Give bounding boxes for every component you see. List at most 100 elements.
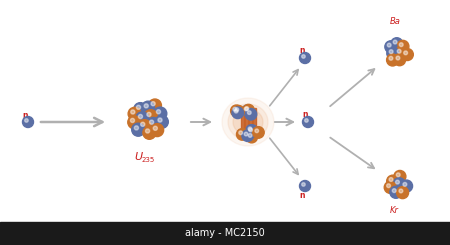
Circle shape <box>300 52 310 63</box>
Text: n: n <box>299 46 305 54</box>
Circle shape <box>232 107 243 119</box>
Circle shape <box>149 120 153 124</box>
Text: alamy - MC2150: alamy - MC2150 <box>185 228 265 238</box>
Circle shape <box>387 175 399 187</box>
Circle shape <box>394 54 405 66</box>
Circle shape <box>237 129 248 140</box>
Circle shape <box>138 114 143 119</box>
Circle shape <box>25 119 28 122</box>
Circle shape <box>154 107 167 120</box>
Bar <box>0 222 450 245</box>
Circle shape <box>396 173 400 177</box>
Circle shape <box>305 119 308 122</box>
Text: 235: 235 <box>142 157 155 163</box>
Circle shape <box>397 40 409 52</box>
Circle shape <box>401 49 413 61</box>
Circle shape <box>246 131 257 143</box>
Text: n: n <box>22 110 28 120</box>
Circle shape <box>245 107 249 110</box>
Circle shape <box>387 184 391 188</box>
Circle shape <box>302 55 305 58</box>
Circle shape <box>403 183 407 186</box>
Circle shape <box>302 117 314 127</box>
Circle shape <box>399 43 403 47</box>
Circle shape <box>230 105 242 117</box>
Bar <box>245 108 248 136</box>
Ellipse shape <box>233 109 263 135</box>
Circle shape <box>384 181 396 193</box>
Circle shape <box>302 183 305 186</box>
Circle shape <box>153 126 158 130</box>
Circle shape <box>255 129 259 133</box>
Circle shape <box>157 110 161 114</box>
Circle shape <box>385 41 397 53</box>
Circle shape <box>141 122 145 126</box>
Circle shape <box>151 123 164 137</box>
Circle shape <box>248 134 252 137</box>
Circle shape <box>300 181 310 192</box>
Circle shape <box>389 50 393 54</box>
Circle shape <box>239 131 243 135</box>
Circle shape <box>391 38 403 50</box>
Circle shape <box>395 47 407 59</box>
Circle shape <box>145 129 150 133</box>
Circle shape <box>244 132 248 136</box>
Circle shape <box>394 171 406 183</box>
Circle shape <box>252 127 264 138</box>
Circle shape <box>393 40 397 44</box>
Circle shape <box>245 109 256 120</box>
Circle shape <box>399 189 403 193</box>
Circle shape <box>393 178 405 190</box>
Circle shape <box>158 118 162 122</box>
Text: U: U <box>134 152 142 162</box>
Bar <box>249 108 252 136</box>
Circle shape <box>233 105 244 117</box>
Circle shape <box>242 130 253 141</box>
Circle shape <box>130 118 135 122</box>
Circle shape <box>390 186 402 198</box>
Ellipse shape <box>222 98 274 146</box>
Circle shape <box>248 111 251 114</box>
Circle shape <box>389 56 393 60</box>
Text: n: n <box>302 110 308 119</box>
Circle shape <box>22 117 33 127</box>
Circle shape <box>132 123 145 136</box>
Bar <box>253 108 256 136</box>
Circle shape <box>387 47 399 59</box>
Text: n: n <box>299 191 305 199</box>
Circle shape <box>397 49 401 53</box>
Circle shape <box>392 189 396 193</box>
Circle shape <box>142 101 154 114</box>
Circle shape <box>144 110 157 123</box>
Circle shape <box>400 180 413 192</box>
Circle shape <box>138 120 151 133</box>
Bar <box>241 108 244 136</box>
Circle shape <box>131 110 135 114</box>
Circle shape <box>128 116 141 129</box>
Circle shape <box>248 127 252 131</box>
Circle shape <box>387 54 399 66</box>
Circle shape <box>242 105 253 116</box>
Circle shape <box>235 108 238 111</box>
Circle shape <box>135 126 139 130</box>
Circle shape <box>151 102 155 106</box>
Circle shape <box>143 126 156 139</box>
Text: Ba: Ba <box>390 17 401 26</box>
Circle shape <box>144 104 148 108</box>
Circle shape <box>243 104 254 116</box>
Circle shape <box>387 43 391 47</box>
Circle shape <box>147 112 151 116</box>
Circle shape <box>249 128 252 132</box>
Circle shape <box>396 180 400 184</box>
Circle shape <box>134 103 147 116</box>
Circle shape <box>389 178 393 181</box>
Circle shape <box>234 109 238 113</box>
Circle shape <box>233 107 237 111</box>
Circle shape <box>244 107 248 111</box>
Circle shape <box>155 115 168 128</box>
Circle shape <box>396 56 400 60</box>
Circle shape <box>247 126 258 137</box>
Circle shape <box>396 187 409 199</box>
Circle shape <box>404 51 408 55</box>
Circle shape <box>148 99 162 112</box>
